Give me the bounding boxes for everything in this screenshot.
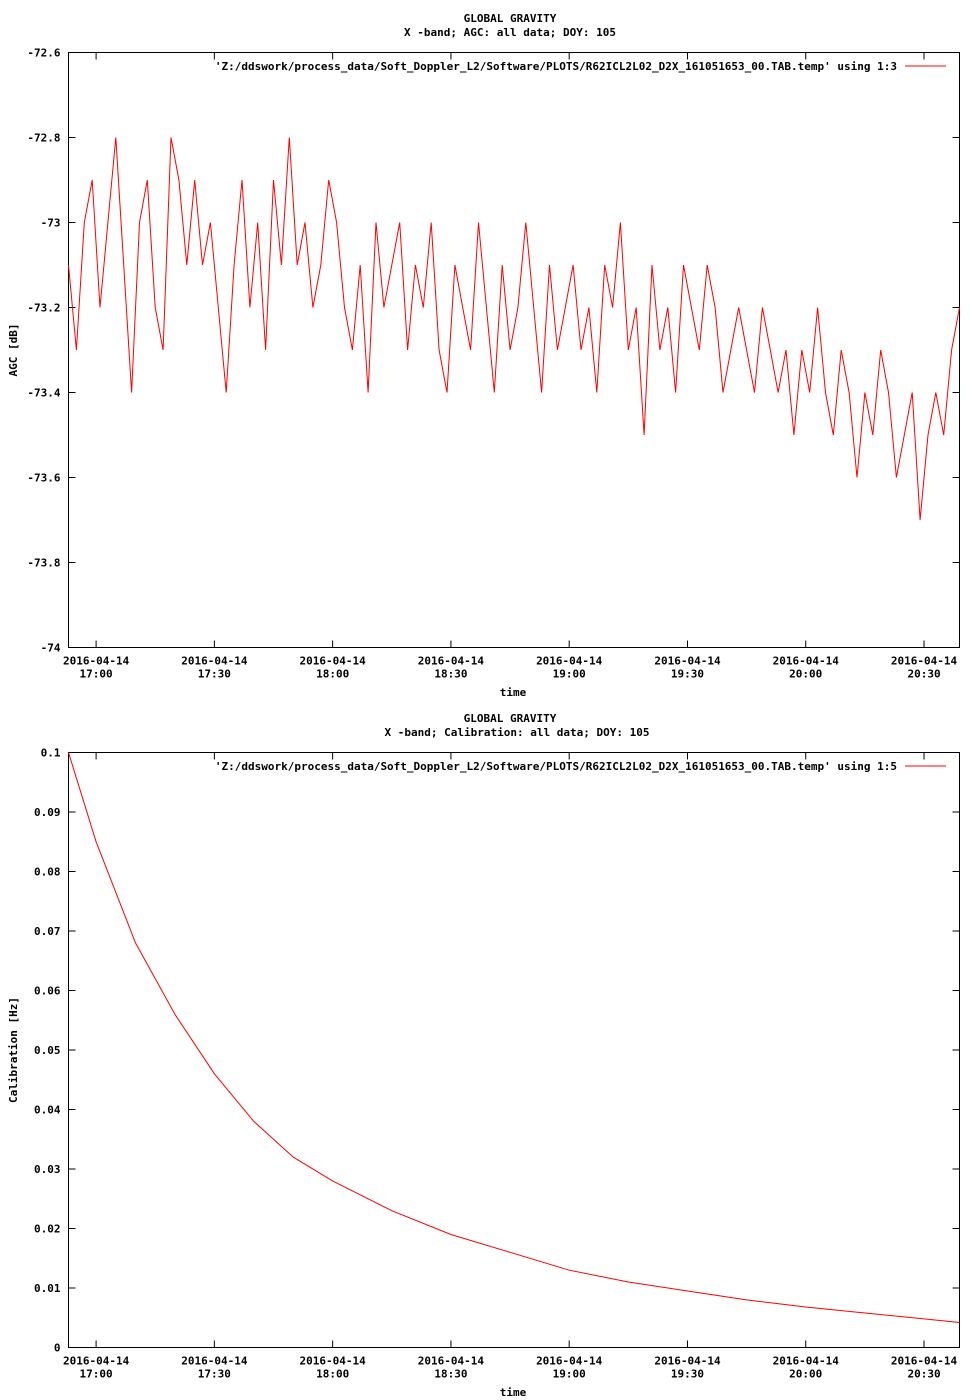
agc-y-axis-label: AGC [dB]	[7, 324, 20, 377]
x-tick-date-label: 2016-04-14	[536, 1355, 603, 1368]
calibration-legend-label: 'Z:/ddswork/process_data/Soft_Doppler_L2…	[215, 760, 897, 773]
agc-x-axis-label: time	[500, 686, 527, 699]
x-tick-time-label: 18:00	[316, 1368, 349, 1381]
x-tick-date-label: 2016-04-14	[891, 655, 958, 668]
calibration-chart-subtitle: X -band; Calibration: all data; DOY: 105	[385, 726, 650, 739]
calibration-chart: GLOBAL GRAVITY X -band; Calibration: all…	[7, 712, 960, 1399]
calibration-series-line	[68, 752, 960, 1323]
x-tick-time-label: 18:00	[316, 668, 349, 681]
x-tick-date-label: 2016-04-14	[63, 1355, 130, 1368]
x-tick-date-label: 2016-04-14	[181, 1355, 248, 1368]
y-tick-label: 0.07	[34, 925, 61, 938]
y-tick-label: 0.06	[34, 985, 61, 998]
x-tick-date-label: 2016-04-14	[773, 655, 840, 668]
y-tick-label: 0.1	[41, 747, 61, 760]
y-tick-label: 0.03	[34, 1163, 61, 1176]
calibration-y-axis: 0.1 0.09 0.08 0.07 0.06 0.05 0.04 0.03 0.02 0.01 0	[34, 747, 960, 1355]
x-tick-time-label: 17:30	[198, 1368, 231, 1381]
y-tick-label: 0.02	[34, 1223, 61, 1236]
calibration-x-axis: 2016-04-1417:002016-04-1417:302016-04-14…	[63, 752, 958, 1381]
calibration-chart-title: GLOBAL GRAVITY	[464, 712, 557, 725]
x-tick-date-label: 2016-04-14	[300, 1355, 367, 1368]
x-tick-time-label: 20:00	[789, 668, 822, 681]
calibration-x-axis-label: time	[500, 1386, 527, 1399]
y-tick-label: 0.05	[34, 1044, 61, 1057]
agc-plot-frame	[68, 52, 960, 648]
x-tick-time-label: 19:00	[553, 1368, 586, 1381]
y-tick-label: -73.4	[27, 387, 60, 400]
y-tick-label: 0.08	[34, 866, 61, 879]
agc-chart-subtitle: X -band; AGC: all data; DOY: 105	[404, 26, 616, 39]
x-tick-date-label: 2016-04-14	[181, 655, 248, 668]
agc-series-line	[68, 137, 960, 521]
agc-legend: 'Z:/ddswork/process_data/Soft_Doppler_L2…	[215, 60, 946, 73]
y-tick-label: 0.09	[34, 806, 61, 819]
x-tick-date-label: 2016-04-14	[654, 1355, 721, 1368]
x-tick-time-label: 20:30	[907, 1368, 940, 1381]
y-tick-label: -74	[41, 642, 61, 655]
x-tick-time-label: 17:00	[80, 1368, 113, 1381]
agc-legend-label: 'Z:/ddswork/process_data/Soft_Doppler_L2…	[215, 60, 897, 73]
calibration-legend: 'Z:/ddswork/process_data/Soft_Doppler_L2…	[215, 760, 946, 773]
agc-x-axis: 2016-04-1417:002016-04-1417:302016-04-14…	[63, 52, 958, 681]
agc-y-axis: -72.6 -72.8 -73 -73.2 -73.4 -73.6 -73.8 -74	[27, 47, 960, 655]
x-tick-date-label: 2016-04-14	[654, 655, 721, 668]
agc-chart: GLOBAL GRAVITY X -band; AGC: all data; D…	[7, 12, 960, 699]
y-tick-label: 0.01	[34, 1282, 61, 1295]
x-tick-time-label: 19:30	[671, 1368, 704, 1381]
y-tick-label: -72.8	[27, 132, 60, 145]
y-tick-label: -72.6	[27, 47, 60, 60]
calibration-plot-frame	[68, 752, 960, 1348]
x-tick-date-label: 2016-04-14	[418, 1355, 485, 1368]
y-tick-label: -73.8	[27, 557, 60, 570]
x-tick-time-label: 20:30	[907, 668, 940, 681]
y-tick-label: 0	[54, 1342, 61, 1355]
x-tick-date-label: 2016-04-14	[536, 655, 603, 668]
agc-chart-title: GLOBAL GRAVITY	[464, 12, 557, 25]
x-tick-date-label: 2016-04-14	[891, 1355, 958, 1368]
x-tick-time-label: 18:30	[434, 1368, 467, 1381]
x-tick-date-label: 2016-04-14	[300, 655, 367, 668]
x-tick-time-label: 19:30	[671, 668, 704, 681]
y-tick-label: -73.6	[27, 472, 60, 485]
x-tick-time-label: 17:30	[198, 668, 231, 681]
x-tick-time-label: 20:00	[789, 1368, 822, 1381]
y-tick-label: -73	[41, 217, 61, 230]
x-tick-date-label: 2016-04-14	[63, 655, 130, 668]
y-tick-label: -73.2	[27, 302, 60, 315]
x-tick-date-label: 2016-04-14	[773, 1355, 840, 1368]
x-tick-time-label: 18:30	[434, 668, 467, 681]
calibration-y-axis-label: Calibration [Hz]	[7, 997, 20, 1103]
x-tick-time-label: 19:00	[553, 668, 586, 681]
y-tick-label: 0.04	[34, 1104, 61, 1117]
x-tick-date-label: 2016-04-14	[418, 655, 485, 668]
x-tick-time-label: 17:00	[80, 668, 113, 681]
